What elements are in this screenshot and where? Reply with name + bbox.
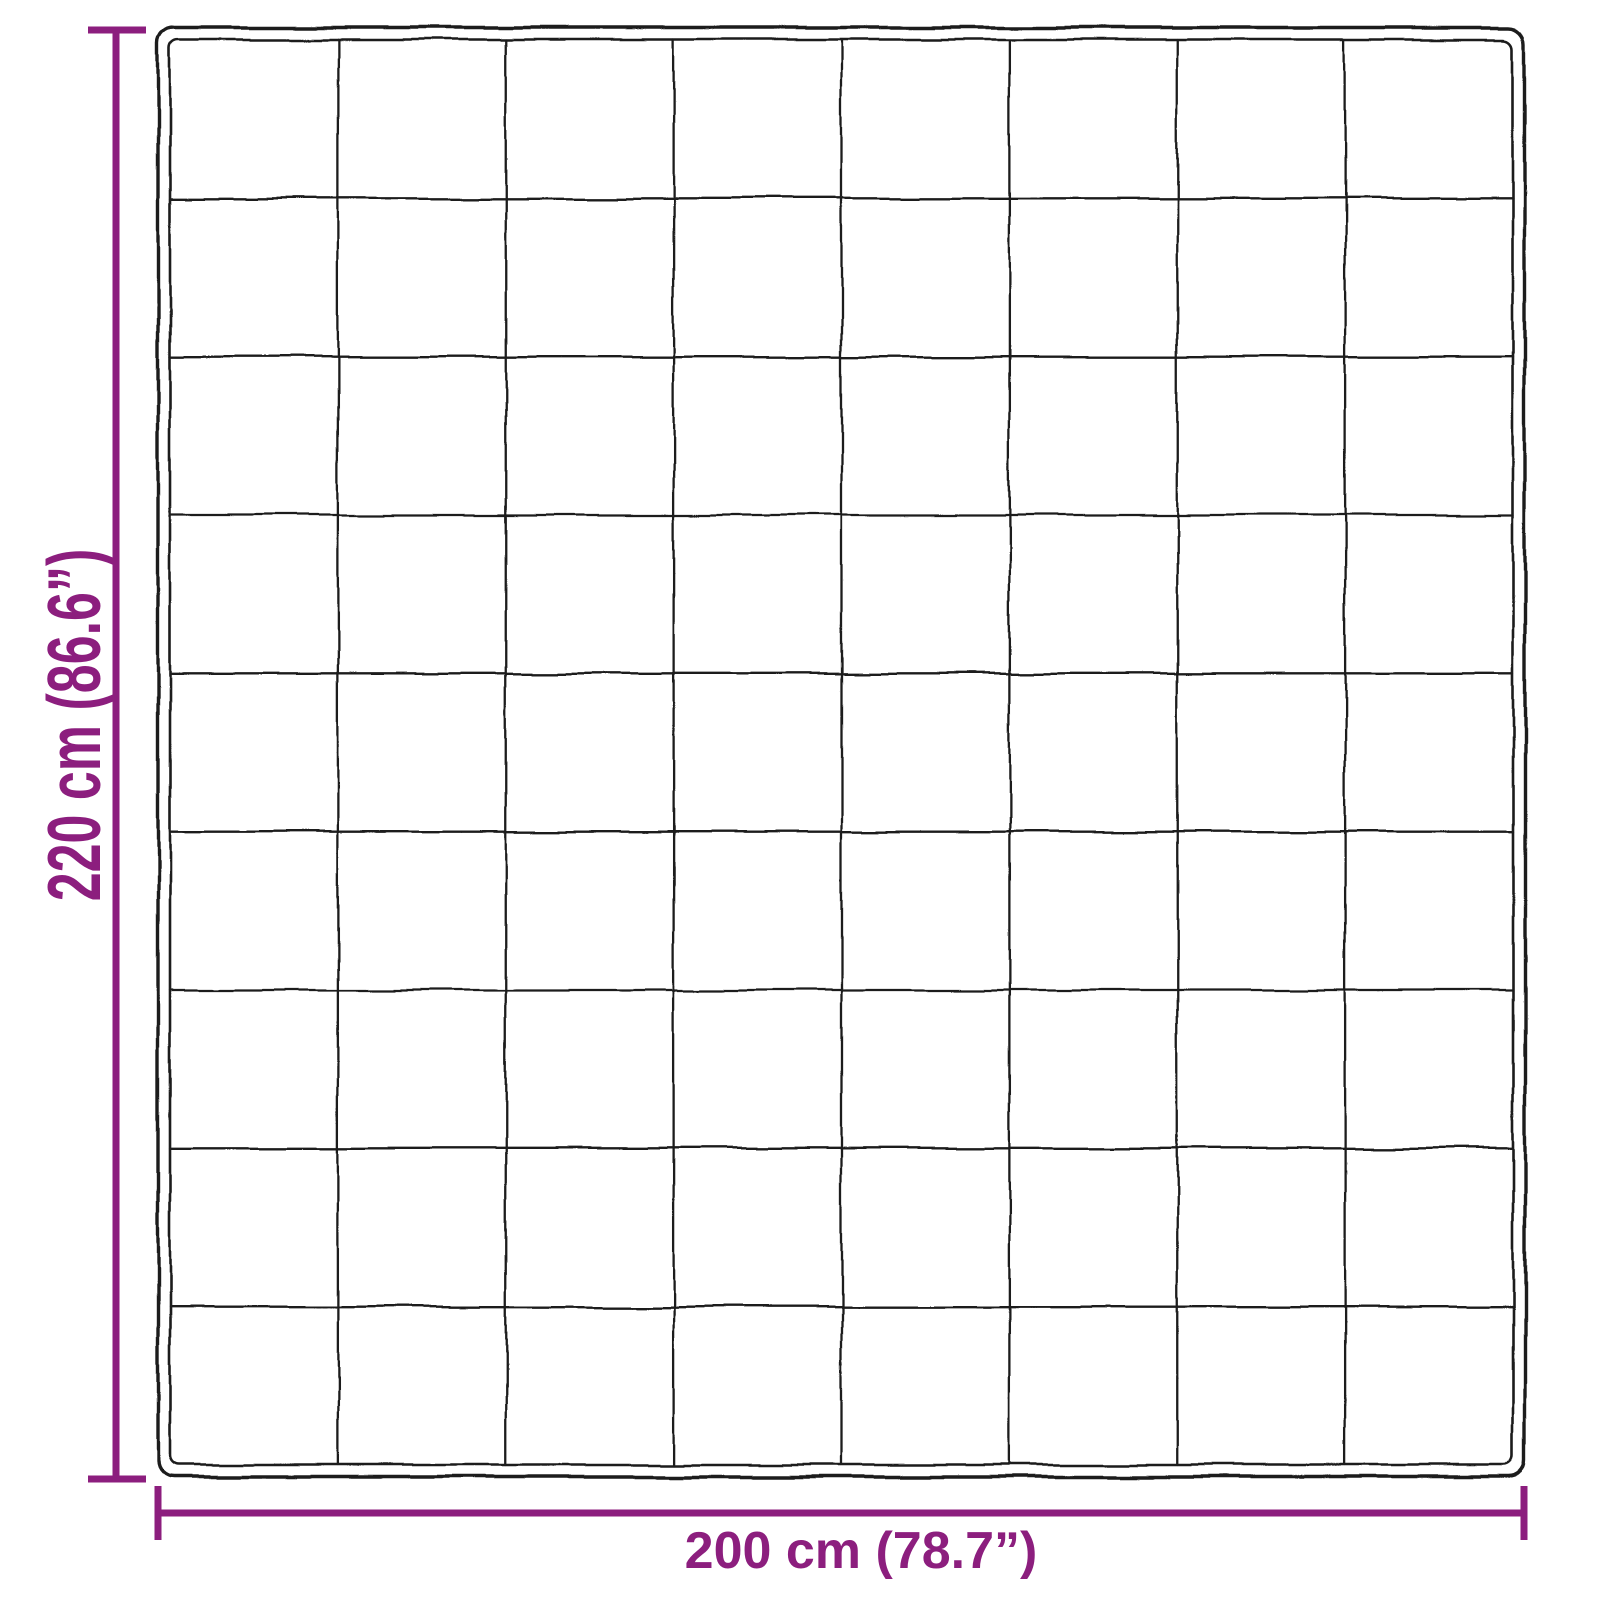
quilt-grid [168,38,1515,1467]
width-dimension-label: 200 cm (78.7”) [685,1522,1038,1580]
blanket [156,26,1527,1479]
width-dimension [154,1486,1528,1540]
height-dimension-label: 220 cm (86.6”) [31,549,116,902]
height-dimension [88,26,146,1483]
